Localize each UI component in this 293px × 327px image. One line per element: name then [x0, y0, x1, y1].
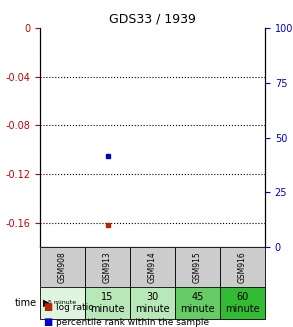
Text: ■: ■ [43, 317, 52, 327]
Bar [40, 247, 85, 287]
Text: 15
minute: 15 minute [90, 292, 125, 314]
Title: GDS33 / 1939: GDS33 / 1939 [109, 12, 196, 26]
Text: 5 minute: 5 minute [48, 301, 76, 305]
Text: GSM915: GSM915 [193, 251, 202, 283]
Text: 30
minute: 30 minute [135, 292, 170, 314]
Text: percentile rank within the sample: percentile rank within the sample [56, 318, 209, 327]
Text: GSM913: GSM913 [103, 251, 112, 283]
Text: 45
minute: 45 minute [180, 292, 215, 314]
Bar [40, 287, 85, 319]
Bar [220, 247, 265, 287]
Bar [130, 287, 175, 319]
Text: GSM914: GSM914 [148, 251, 157, 283]
Text: log ratio: log ratio [56, 303, 94, 312]
Bar [175, 287, 220, 319]
Bar [130, 247, 175, 287]
Bar [220, 287, 265, 319]
Text: GSM908: GSM908 [58, 251, 67, 283]
Bar [85, 287, 130, 319]
Text: 60
minute: 60 minute [225, 292, 260, 314]
Text: ■: ■ [43, 302, 52, 312]
Text: ▶: ▶ [43, 298, 50, 308]
Text: time: time [15, 298, 37, 308]
Text: GSM916: GSM916 [238, 251, 247, 283]
Bar [175, 247, 220, 287]
Bar [85, 247, 130, 287]
